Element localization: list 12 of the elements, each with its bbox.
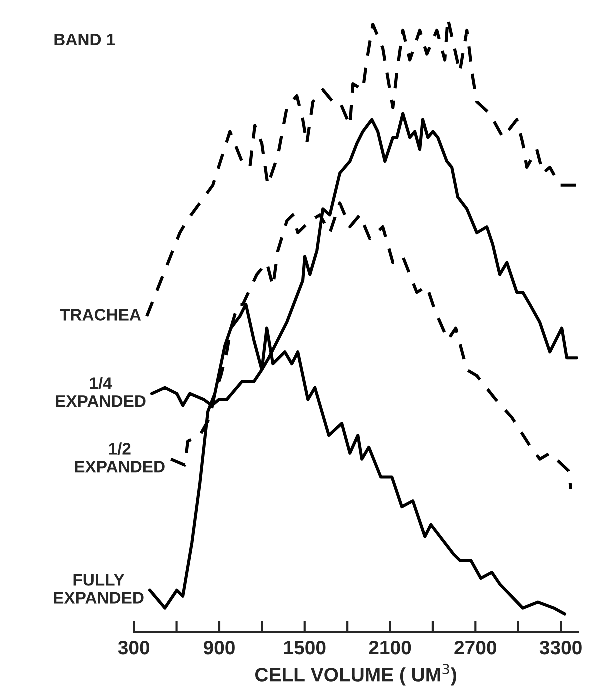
x-tick-label: 2700 [454, 640, 496, 655]
x-axis-title: CELL VOLUME ( UM$^{3}$) [256, 664, 456, 686]
x-tick-label: 2100 [369, 640, 412, 655]
x-tick-label: 3300 [540, 640, 582, 655]
x-tick-label: 900 [204, 640, 235, 655]
series-label: 1/2 EXPANDED [75, 442, 165, 473]
x-tick-label: 1500 [284, 640, 326, 655]
series-label: 1/4 EXPANDED [56, 377, 146, 408]
series-label: FULLY EXPANDED [54, 574, 144, 604]
text: BAND 1 [54, 34, 116, 46]
x-tick-label: 300 [118, 640, 150, 655]
series-label: TRACHEA [60, 309, 142, 321]
